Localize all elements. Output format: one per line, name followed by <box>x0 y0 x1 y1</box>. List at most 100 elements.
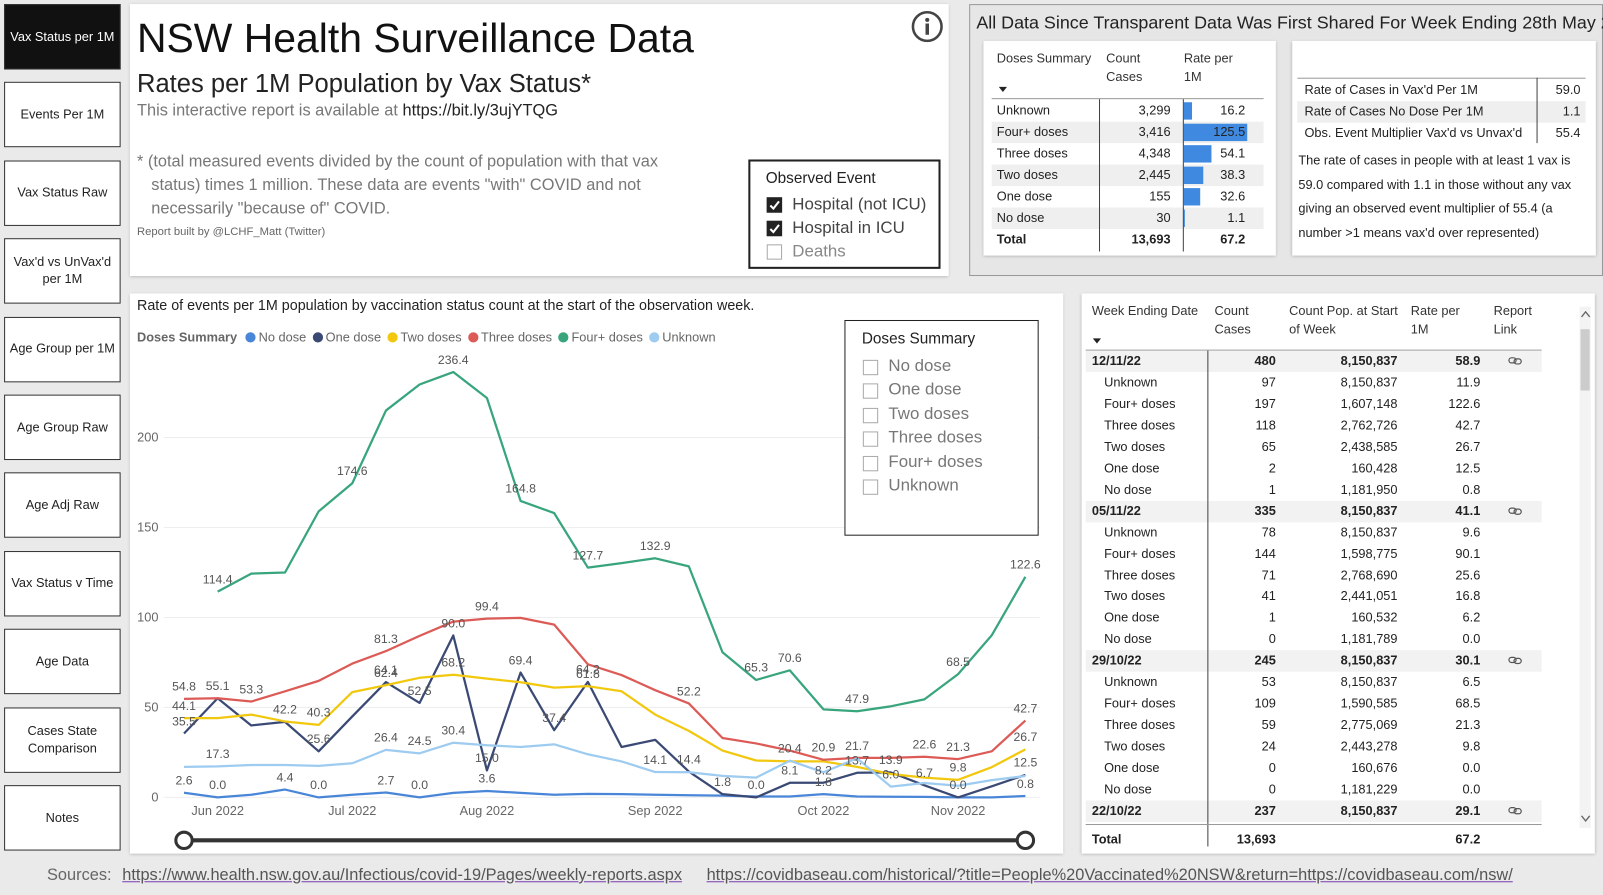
column-header: Count Cases <box>1214 303 1251 337</box>
check-icon <box>769 224 780 234</box>
checkbox[interactable] <box>766 197 783 213</box>
total-label: Total <box>996 232 1027 247</box>
data-label: 30.4 <box>441 724 465 738</box>
nav-button[interactable]: Age Data <box>4 628 121 695</box>
range-slider-handle[interactable] <box>1015 830 1036 851</box>
data-label: 25.6 <box>307 732 331 746</box>
check-mark <box>769 224 780 234</box>
nav-button[interactable]: Age Group Raw <box>4 394 121 461</box>
count-value: 2,445 <box>1138 167 1171 182</box>
slicer-item[interactable]: Three doses <box>888 428 983 447</box>
checkbox[interactable] <box>766 244 783 260</box>
row-label: No dose <box>1104 482 1152 497</box>
series-line <box>184 741 1026 788</box>
checkbox[interactable] <box>862 431 879 447</box>
checkbox[interactable] <box>862 359 879 376</box>
legend-label: Two doses <box>400 330 462 345</box>
data-label: 0.0 <box>209 778 226 792</box>
nav-button[interactable]: Notes <box>4 785 121 851</box>
sort-icon <box>998 86 1007 93</box>
sort-arrow <box>1092 338 1102 344</box>
link-ring <box>1508 507 1517 514</box>
x-tick-label: Nov 2022 <box>931 803 986 818</box>
checkbox[interactable] <box>862 455 879 471</box>
checkbox[interactable] <box>862 407 879 424</box>
divider <box>1085 349 1542 351</box>
checkbox[interactable] <box>862 383 879 400</box>
slicer-item[interactable]: Hospital (not ICU) <box>792 195 927 214</box>
rate-value: 0.8 <box>1462 482 1481 497</box>
slicer-item[interactable]: Deaths <box>792 242 846 261</box>
legend-item[interactable]: Two doses <box>387 330 462 345</box>
info-icon[interactable] <box>910 9 945 44</box>
slicer-item[interactable]: Unknown <box>888 476 959 495</box>
population-value: 160,428 <box>1351 460 1398 476</box>
nav-button[interactable]: Vax Status per 1M <box>4 4 121 70</box>
legend-item[interactable]: Unknown <box>649 330 716 345</box>
population-value: 8,150,837 <box>1340 353 1398 369</box>
legend-item[interactable]: One dose <box>312 330 381 345</box>
nav-button[interactable]: Vax Status v Time <box>4 550 121 617</box>
slicer-item[interactable]: Four+ doses <box>888 452 983 471</box>
report-link-icon[interactable] <box>1508 657 1522 665</box>
rate-value: 21.3 <box>1455 717 1481 733</box>
report-link-icon[interactable] <box>1508 357 1522 365</box>
legend-item[interactable]: Three doses <box>467 330 552 345</box>
info-ring <box>911 10 943 43</box>
slicer-item[interactable]: No dose <box>888 356 952 376</box>
slicer-item[interactable]: Hospital in ICU <box>792 218 905 238</box>
row-label: 22/10/22 <box>1091 803 1142 818</box>
row-label: Two doses <box>1104 589 1166 604</box>
data-label: 40.3 <box>307 706 331 720</box>
slicer-title: Observed Event <box>765 169 876 188</box>
scroll-down[interactable] <box>1581 815 1591 822</box>
scroll-up[interactable] <box>1581 310 1591 318</box>
nav-button[interactable]: Age Adj Raw <box>4 472 121 539</box>
scrollbar-thumb[interactable] <box>1580 329 1590 391</box>
population-value: 8,150,837 <box>1340 653 1398 668</box>
report-link-icon[interactable] <box>1508 806 1522 815</box>
data-label: 2.6 <box>176 774 193 788</box>
data-label: 0.0 <box>950 778 967 792</box>
data-label: 2.7 <box>377 773 394 787</box>
report-link-icon[interactable] <box>1508 507 1522 515</box>
report-credit: Report built by @LCHF_Matt (Twitter) <box>136 225 326 239</box>
count-value: 109 <box>1254 696 1276 711</box>
nav-button[interactable]: Age Group per 1M <box>4 316 121 382</box>
data-label: 6.0 <box>882 767 899 781</box>
row-label: No dose <box>1104 632 1152 647</box>
count-value: 118 <box>1255 417 1276 433</box>
col-line <box>1207 350 1209 847</box>
row-label: One dose <box>1104 760 1160 775</box>
nav-button[interactable]: Cases State Comparison <box>4 707 121 773</box>
count-value: 3,299 <box>1138 103 1171 118</box>
rate-value: 58.9 <box>1455 353 1481 369</box>
source-link[interactable]: https://covidbaseau.com/historical/?titl… <box>706 866 1513 885</box>
legend-item[interactable]: No dose <box>245 330 306 345</box>
data-label: 122.6 <box>1010 558 1041 572</box>
checkbox[interactable] <box>862 479 879 495</box>
source-link[interactable]: https://www.health.nsw.gov.au/Infectious… <box>122 866 683 885</box>
slicer-title: Doses Summary <box>861 330 976 348</box>
slicer-item[interactable]: One dose <box>888 380 962 400</box>
legend-swatch <box>245 332 256 343</box>
count-value: 41 <box>1261 589 1276 604</box>
count-value: 3,416 <box>1138 124 1171 140</box>
count-value: 197 <box>1254 396 1276 411</box>
nav-button[interactable]: Vax'd vs UnVax'd per 1M <box>4 238 121 304</box>
rate-value: 42.7 <box>1455 417 1481 433</box>
row-label: Unknown <box>1104 525 1158 540</box>
nav-button[interactable]: Vax Status Raw <box>4 160 121 226</box>
data-label: 21.7 <box>845 739 869 753</box>
data-label: 3.6 <box>478 772 495 786</box>
rate-value: 16.2 <box>1220 103 1246 118</box>
report-link[interactable]: https://bit.ly/3ujYTQG <box>402 102 558 120</box>
legend-item[interactable]: Four+ doses <box>558 330 643 345</box>
population-value: 2,441,051 <box>1340 589 1398 604</box>
dose-label: No dose <box>996 210 1045 225</box>
slicer-item[interactable]: Two doses <box>888 404 970 424</box>
nav-button[interactable]: Events Per 1M <box>4 82 121 148</box>
range-slider-handle[interactable] <box>174 830 194 851</box>
checkbox[interactable] <box>766 220 783 237</box>
y-tick-label: 50 <box>144 700 158 715</box>
